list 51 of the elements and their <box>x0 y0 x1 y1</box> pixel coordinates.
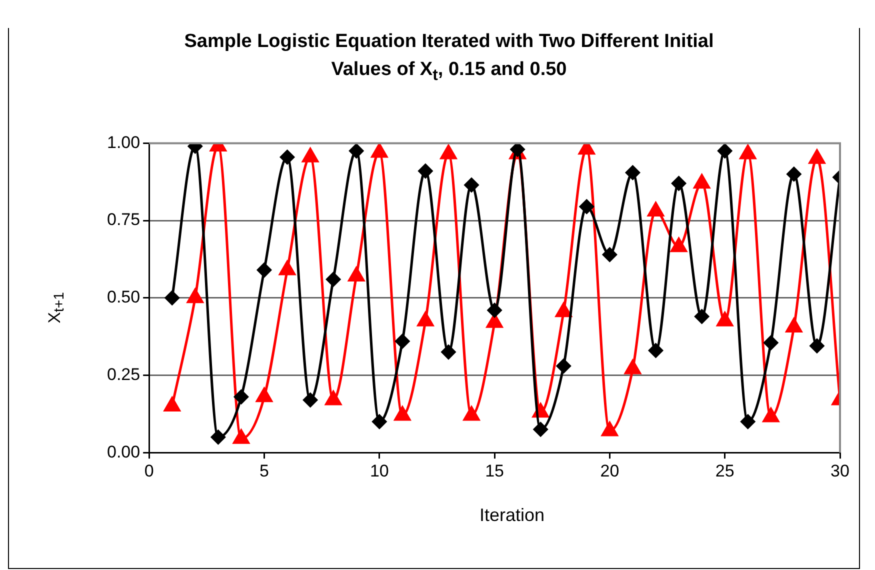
point <box>256 262 272 278</box>
x-tick-label: 10 <box>370 461 389 480</box>
point <box>786 318 802 333</box>
y-tick-label: 0.25 <box>106 364 140 384</box>
point <box>716 312 734 326</box>
point <box>786 166 802 182</box>
point <box>762 408 780 422</box>
y-tick-label: 0.50 <box>106 288 140 307</box>
x-axis-title: Iteration <box>478 505 546 526</box>
point <box>648 202 664 217</box>
x-tick-label: 15 <box>485 461 504 480</box>
point <box>625 165 640 180</box>
x-tick-label: 25 <box>715 461 734 480</box>
point <box>648 343 664 358</box>
point <box>487 303 502 318</box>
point <box>349 144 364 158</box>
point <box>417 312 434 326</box>
point <box>233 429 250 444</box>
y-tick-label: 1.00 <box>106 132 140 152</box>
point <box>694 309 710 324</box>
point <box>555 302 572 318</box>
x-tick-label: 0 <box>144 461 154 480</box>
point <box>325 390 342 406</box>
point <box>672 176 686 191</box>
point <box>418 164 433 178</box>
x-tick-label: 5 <box>260 461 269 480</box>
point <box>326 272 341 287</box>
point <box>463 406 480 421</box>
y-tick-label: 0.00 <box>106 442 140 462</box>
point <box>279 260 296 276</box>
point <box>280 150 295 164</box>
point <box>578 143 595 155</box>
x-tick-label: 20 <box>600 461 620 480</box>
point <box>718 144 732 158</box>
point <box>464 178 479 192</box>
point <box>164 290 180 306</box>
point <box>624 360 641 374</box>
chart-title: Sample Logistic Equation Iterated with Two Different Initial Values of X$_{t}$, 0.15 and 0.50 <box>183 30 715 86</box>
point <box>186 288 204 304</box>
point <box>395 334 410 348</box>
y-tick-label: 0.75 <box>106 210 140 230</box>
point <box>602 247 617 262</box>
point <box>441 344 456 360</box>
point <box>164 396 180 412</box>
point <box>348 266 365 282</box>
point <box>670 238 687 252</box>
x-tick-label: 30 <box>830 461 850 480</box>
point <box>394 406 411 421</box>
point <box>579 199 594 214</box>
point <box>256 388 272 402</box>
point <box>602 422 618 436</box>
